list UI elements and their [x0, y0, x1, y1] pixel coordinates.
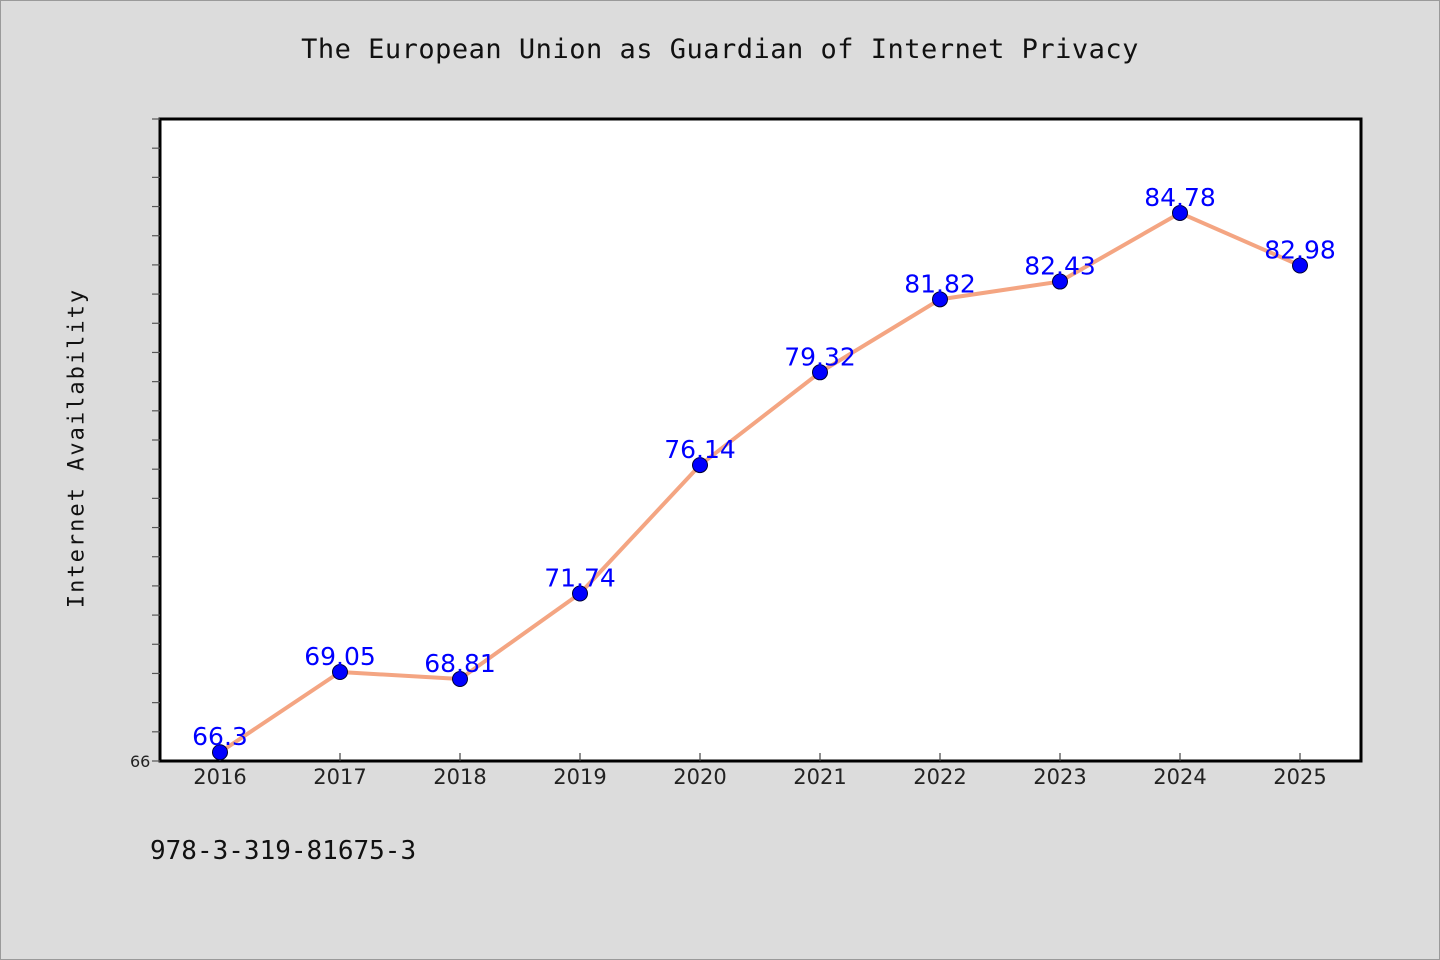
x-tick-label: 2023 — [1033, 765, 1086, 789]
data-point — [212, 744, 228, 761]
x-tick-label: 2016 — [193, 765, 246, 789]
y-tick-label: 66 — [130, 752, 150, 771]
data-label: 84.78 — [1144, 183, 1216, 212]
x-tick-label: 2024 — [1153, 765, 1206, 789]
x-tick-label: 2020 — [673, 765, 726, 789]
data-point — [452, 670, 468, 687]
data-point — [812, 364, 828, 381]
data-point — [1172, 204, 1188, 221]
chart-title: The European Union as Guardian of Intern… — [301, 34, 1139, 65]
data-point — [932, 291, 948, 308]
x-tick-label: 2017 — [313, 765, 366, 789]
data-point — [1292, 257, 1308, 274]
x-tick-label: 2025 — [1273, 765, 1326, 789]
data-label: 66.3 — [192, 722, 248, 751]
x-tick-label: 2021 — [793, 765, 846, 789]
data-label: 69.05 — [304, 642, 376, 671]
x-tick-label: 2022 — [913, 765, 966, 789]
y-ticks: 66 — [130, 118, 160, 771]
x-ticks: 2016 2017 2018 2019 2020 2021 2022 2023 2024 2025 — [193, 753, 1327, 789]
data-point — [332, 663, 348, 680]
data-markers — [212, 204, 1308, 761]
x-tick-label: 2018 — [433, 765, 486, 789]
data-labels: 66.3 69.05 68.81 71.74 76.14 79.32 81.82 82.43 8… — [192, 183, 1336, 751]
data-label: 82.98 — [1264, 235, 1336, 264]
data-label: 82.43 — [1024, 252, 1096, 281]
isbn-footer: 978-3-319-81675-3 — [150, 836, 417, 866]
data-label: 68.81 — [424, 649, 496, 678]
data-point — [692, 457, 708, 474]
data-label: 76.14 — [664, 435, 736, 464]
data-label: 81.82 — [904, 269, 976, 298]
data-label: 79.32 — [784, 342, 856, 371]
data-point — [1052, 273, 1068, 290]
series-line — [218, 210, 1302, 755]
x-tick-label: 2019 — [553, 765, 606, 789]
data-label: 71.74 — [544, 563, 616, 592]
data-point — [572, 585, 588, 602]
